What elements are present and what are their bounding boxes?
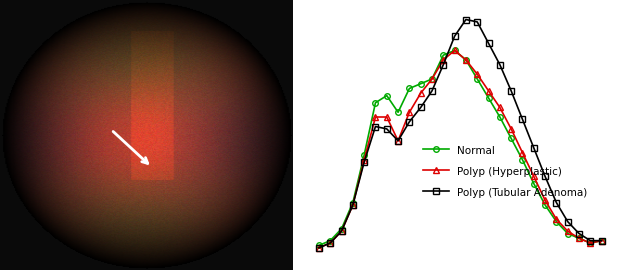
Normal [394, 111, 402, 114]
Polyp (Hyperplastic) [473, 73, 481, 76]
Polyp (Hyperplastic) [338, 230, 345, 233]
Normal [530, 182, 537, 185]
Polyp (Hyperplastic) [462, 58, 470, 62]
Normal [327, 239, 334, 242]
Line: Normal: Normal [316, 48, 605, 248]
Polyp (Tubular Adenoma) [360, 161, 368, 164]
Polyp (Tubular Adenoma) [338, 230, 345, 233]
Polyp (Hyperplastic) [394, 139, 402, 142]
Polyp (Tubular Adenoma) [451, 35, 458, 38]
Normal [315, 244, 323, 247]
Normal [462, 58, 470, 62]
Line: Polyp (Hyperplastic): Polyp (Hyperplastic) [316, 48, 605, 251]
Polyp (Hyperplastic) [519, 151, 526, 154]
Polyp (Hyperplastic) [440, 58, 447, 62]
Normal [406, 87, 413, 90]
Normal [519, 158, 526, 161]
Normal [575, 237, 583, 240]
Polyp (Hyperplastic) [598, 239, 605, 242]
Polyp (Tubular Adenoma) [417, 106, 424, 109]
Polyp (Hyperplastic) [508, 127, 515, 130]
Polyp (Hyperplastic) [406, 111, 413, 114]
Polyp (Hyperplastic) [383, 115, 391, 119]
Legend: Normal, Polyp (Hyperplastic), Polyp (Tubular Adenoma): Normal, Polyp (Hyperplastic), Polyp (Tub… [419, 140, 592, 203]
Polyp (Tubular Adenoma) [541, 175, 549, 178]
Normal [587, 241, 594, 245]
Polyp (Hyperplastic) [417, 92, 424, 95]
Polyp (Hyperplastic) [360, 158, 368, 161]
Polyp (Tubular Adenoma) [440, 63, 447, 66]
Normal [473, 77, 481, 80]
Normal [496, 115, 504, 119]
Polyp (Tubular Adenoma) [473, 20, 481, 23]
Polyp (Tubular Adenoma) [598, 239, 605, 242]
Normal [349, 201, 356, 204]
Polyp (Hyperplastic) [429, 77, 436, 80]
Polyp (Tubular Adenoma) [575, 232, 583, 235]
Polyp (Tubular Adenoma) [372, 125, 379, 128]
Normal [541, 203, 549, 207]
Normal [485, 96, 492, 100]
Polyp (Tubular Adenoma) [394, 139, 402, 142]
Normal [440, 53, 447, 57]
Polyp (Tubular Adenoma) [496, 63, 504, 66]
Line: Polyp (Tubular Adenoma): Polyp (Tubular Adenoma) [316, 17, 605, 251]
Polyp (Hyperplastic) [372, 115, 379, 119]
Polyp (Tubular Adenoma) [349, 203, 356, 207]
Polyp (Tubular Adenoma) [587, 239, 594, 242]
Normal [429, 77, 436, 80]
Normal [372, 101, 379, 104]
Polyp (Hyperplastic) [587, 241, 594, 245]
Polyp (Hyperplastic) [496, 106, 504, 109]
Polyp (Hyperplastic) [553, 218, 560, 221]
Normal [564, 232, 572, 235]
Polyp (Hyperplastic) [451, 49, 458, 52]
Polyp (Tubular Adenoma) [462, 18, 470, 21]
Normal [360, 153, 368, 157]
Normal [417, 82, 424, 85]
Polyp (Tubular Adenoma) [315, 246, 323, 249]
Polyp (Tubular Adenoma) [383, 127, 391, 130]
Polyp (Hyperplastic) [530, 175, 537, 178]
Polyp (Tubular Adenoma) [508, 89, 515, 92]
Normal [338, 227, 345, 230]
Polyp (Tubular Adenoma) [519, 118, 526, 121]
Polyp (Hyperplastic) [485, 89, 492, 92]
Polyp (Tubular Adenoma) [553, 201, 560, 204]
Polyp (Tubular Adenoma) [485, 42, 492, 45]
Polyp (Tubular Adenoma) [530, 146, 537, 150]
Polyp (Hyperplastic) [564, 230, 572, 233]
Normal [598, 239, 605, 242]
Normal [383, 94, 391, 97]
Polyp (Hyperplastic) [327, 241, 334, 245]
Polyp (Tubular Adenoma) [429, 89, 436, 92]
Polyp (Tubular Adenoma) [564, 220, 572, 223]
Polyp (Hyperplastic) [575, 237, 583, 240]
Polyp (Hyperplastic) [349, 203, 356, 207]
Polyp (Hyperplastic) [315, 246, 323, 249]
Normal [508, 137, 515, 140]
Polyp (Tubular Adenoma) [327, 241, 334, 245]
Normal [553, 220, 560, 223]
Polyp (Hyperplastic) [541, 199, 549, 202]
Normal [451, 49, 458, 52]
Polyp (Tubular Adenoma) [406, 120, 413, 123]
